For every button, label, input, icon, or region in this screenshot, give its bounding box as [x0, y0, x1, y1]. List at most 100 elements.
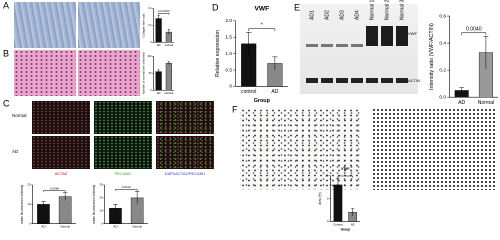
y-tick-label: 0: [101, 221, 103, 225]
y-tick-label: 0.6: [439, 13, 446, 19]
blot-band: [351, 78, 363, 83]
blot-band: [366, 78, 378, 83]
panel-letter: C: [3, 98, 10, 108]
row-label: AD: [12, 149, 19, 154]
significance-bracket: [43, 190, 66, 193]
channel-label: PECAM1: [115, 171, 132, 176]
x-tick-label: AD: [271, 89, 278, 95]
lane-label: AD4: [354, 10, 360, 20]
blot-band: [381, 26, 393, 46]
band-label: VWF: [408, 31, 417, 36]
significance-bracket: [248, 28, 276, 32]
ihc-image: [372, 108, 495, 190]
y-axis-label: Number of normal liver cells/field: [142, 52, 146, 94]
significance-label: *: [261, 22, 263, 28]
blot-band: [306, 78, 318, 83]
y-tick-label: 0.5: [225, 67, 232, 73]
channel-label: ACTA2: [55, 171, 68, 176]
significance-bracket: [461, 32, 487, 36]
bar: [155, 18, 162, 43]
y-tick-label: 5: [327, 196, 329, 200]
significance-label: 0.0248: [50, 186, 59, 190]
fluorescence-image: [156, 136, 214, 169]
significance-label: 0.0040: [466, 26, 482, 32]
panel-letter: E: [294, 2, 300, 12]
lane-label: Normal 2: [384, 0, 390, 20]
lane-label: Normal 1: [369, 0, 375, 20]
y-tick-label: 0: [29, 221, 31, 225]
blot-band: [381, 78, 393, 83]
band-label: ACTIN: [408, 78, 420, 83]
y-tick-label: 0.2: [148, 23, 152, 27]
x-tick-label: AD: [458, 100, 465, 106]
y-axis-label: Area (%): [318, 192, 322, 204]
significance-label: *: [345, 172, 347, 176]
fluorescence-image: [94, 101, 152, 134]
micrograph: [14, 2, 76, 48]
x-tick-label: Normal: [132, 225, 142, 229]
channel-label: DAPI/ACTA2/PECAM1: [165, 171, 206, 176]
x-axis-label: Group: [341, 228, 351, 232]
y-tick-label: 30: [99, 183, 103, 187]
lane-label: AD2: [324, 10, 330, 20]
x-tick-label: AD: [113, 225, 117, 229]
significance-bracket: [337, 175, 353, 178]
y-tick-label: 0.2: [439, 67, 446, 73]
fluorescence-image: [94, 136, 152, 169]
x-tick-label: AD: [157, 91, 161, 95]
y-axis-label: mean fluorescence intensity: [92, 184, 96, 223]
blot-band: [351, 44, 363, 47]
bar: [58, 196, 72, 224]
x-tick-label: Control: [333, 222, 343, 226]
chart-title: VWF: [254, 6, 269, 13]
y-axis-label: Collagen fiber ratio: [142, 13, 146, 38]
x-tick-label: AD: [41, 225, 45, 229]
x-tick-label: Normal: [164, 91, 173, 95]
micrograph: [78, 2, 140, 48]
x-tick-label: control: [241, 89, 256, 95]
blot-band: [396, 78, 408, 83]
y-tick-label: 0.4: [439, 40, 446, 46]
panel-letter: B: [3, 48, 9, 58]
fluorescence-image: [32, 136, 90, 169]
significance-bracket: [158, 12, 170, 15]
y-tick-label: 0: [150, 40, 152, 44]
x-tick-label: AD: [351, 222, 355, 226]
ihc-image: [240, 108, 360, 190]
significance-bracket: [115, 189, 138, 191]
x-tick-label: Normal: [60, 225, 70, 229]
y-tick-label: 10: [27, 202, 31, 206]
y-tick-label: 50: [149, 71, 152, 75]
blot-band: [396, 26, 408, 46]
significance-label: p=0.0202: [158, 9, 170, 13]
y-tick-label: 20: [99, 196, 103, 200]
bar: [155, 71, 162, 91]
blot-band: [366, 26, 378, 46]
y-axis-label: Intensity ratio (VWF/ACTIN): [429, 23, 435, 90]
y-tick-label: 2.0: [225, 18, 232, 24]
blot-band: [336, 44, 348, 47]
blot-band: [336, 78, 348, 83]
y-tick-label: 10: [325, 174, 329, 178]
y-tick-label: 0: [229, 84, 232, 90]
blot-band: [321, 78, 333, 83]
y-tick-label: 1.0: [225, 51, 232, 57]
y-tick-label: 1.5: [225, 34, 232, 40]
lane-label: Normal 3: [399, 0, 405, 20]
panel-letter: D: [212, 2, 219, 12]
y-tick-label: 0: [327, 219, 329, 223]
bar: [165, 62, 172, 91]
y-tick-label: 0: [150, 88, 152, 92]
y-tick-label: 0.0: [439, 94, 446, 100]
y-tick-label: 0.4: [148, 6, 152, 10]
fluorescence-image: [32, 101, 90, 134]
x-tick-label: normal: [165, 43, 174, 47]
y-tick-label: 100: [147, 54, 152, 58]
figure: A B C D E F Normal AD ACTA2 PECAM1 DAPI/ACTA2/PECA…: [3, 0, 498, 232]
lane-label: AD1: [309, 10, 315, 20]
chart-title: VWF: [341, 167, 350, 171]
micrograph: [78, 50, 140, 96]
panel-letter: A: [3, 0, 9, 10]
row-label: Normal: [12, 113, 27, 118]
